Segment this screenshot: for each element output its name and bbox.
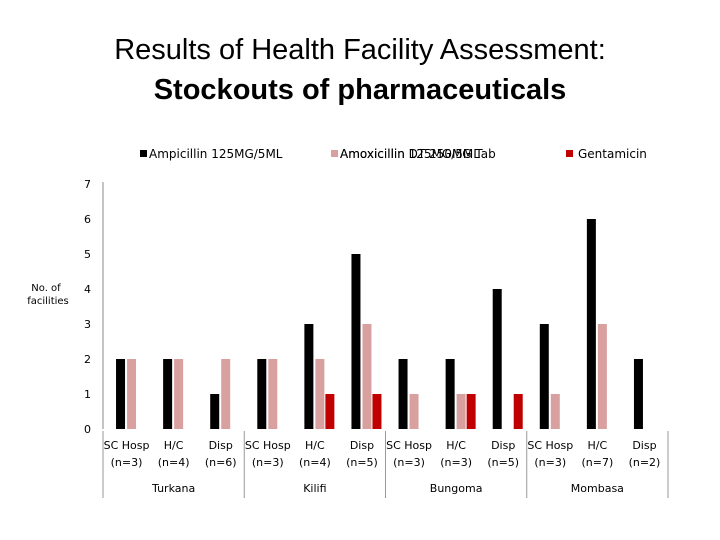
bar-amoxicillin xyxy=(362,324,372,429)
bar-ampicillin xyxy=(492,289,502,429)
bar-gentamicin xyxy=(513,394,523,429)
x-group-label: Mombasa xyxy=(571,482,624,495)
x-category-label: Disp xyxy=(491,439,515,452)
y-tick-label: 5 xyxy=(84,248,91,261)
bar-ampicillin xyxy=(398,359,408,429)
x-category-n-label: (n=4) xyxy=(299,456,331,469)
bar-amoxicillin xyxy=(550,394,560,429)
legend-label: Ampicillin 125MG/5ML xyxy=(149,147,283,161)
chart-title: Results of Health Facility Assessment: S… xyxy=(0,30,720,110)
x-category-n-label: (n=3) xyxy=(440,456,472,469)
y-tick-label: 2 xyxy=(84,353,91,366)
x-category-n-label: (n=3) xyxy=(111,456,143,469)
x-category-label: Disp xyxy=(209,439,233,452)
x-group-label: Kilifi xyxy=(303,482,326,495)
bar-amoxicillin xyxy=(127,359,137,429)
x-category-n-label: (n=6) xyxy=(205,456,237,469)
x-group-label: Bungoma xyxy=(430,482,483,495)
x-category-label: H/C xyxy=(305,439,325,452)
legend-swatch xyxy=(331,150,338,157)
x-category-n-label: (n=7) xyxy=(581,456,613,469)
bar-ampicillin xyxy=(351,254,361,429)
y-tick-label: 1 xyxy=(84,388,91,401)
bar-amoxicillin xyxy=(597,324,607,429)
bar-ampicillin xyxy=(633,359,643,429)
x-category-label: SC Hosp xyxy=(245,439,291,452)
bar-amoxicillin xyxy=(268,359,278,429)
x-category-label: Disp xyxy=(350,439,374,452)
x-category-label: Disp xyxy=(632,439,656,452)
bar-ampicillin xyxy=(210,394,220,429)
chart-title-line1: Results of Health Facility Assessment: xyxy=(114,34,606,66)
x-category-n-label: (n=3) xyxy=(534,456,566,469)
bar-ampicillin xyxy=(539,324,549,429)
y-tick-label: 6 xyxy=(84,213,91,226)
bar-amoxicillin xyxy=(456,394,466,429)
bar-amoxicillin xyxy=(174,359,184,429)
bar-ampicillin xyxy=(586,219,596,429)
bar-amoxicillin xyxy=(221,359,231,429)
bar-ampicillin xyxy=(304,324,314,429)
x-category-label: H/C xyxy=(446,439,466,452)
bar-gentamicin xyxy=(325,394,335,429)
bar-gentamicin xyxy=(372,394,382,429)
bar-amoxicillin xyxy=(409,394,419,429)
x-category-n-label: (n=5) xyxy=(346,456,378,469)
x-category-label: SC Hosp xyxy=(104,439,150,452)
x-category-label: H/C xyxy=(164,439,184,452)
bar-gentamicin xyxy=(466,394,476,429)
legend-label-overlap: Amoxicillin DT 250MG Tab xyxy=(340,147,496,161)
bar-ampicillin xyxy=(163,359,173,429)
legend-swatch xyxy=(140,150,147,157)
legend-swatch xyxy=(566,150,573,157)
chart-title-line2: Stockouts of pharmaceuticals xyxy=(153,74,567,106)
x-category-label: H/C xyxy=(588,439,608,452)
x-category-label: SC Hosp xyxy=(527,439,573,452)
x-category-label: SC Hosp xyxy=(386,439,432,452)
y-tick-label: 7 xyxy=(84,178,91,191)
x-category-n-label: (n=3) xyxy=(393,456,425,469)
bar-ampicillin xyxy=(445,359,455,429)
y-tick-label: 0 xyxy=(84,423,91,436)
x-category-n-label: (n=2) xyxy=(629,456,661,469)
y-axis-label-line2: facilities xyxy=(27,296,69,307)
bar-ampicillin xyxy=(257,359,267,429)
x-category-n-label: (n=5) xyxy=(487,456,519,469)
x-group-label: Turkana xyxy=(151,482,195,495)
x-category-n-label: (n=3) xyxy=(252,456,284,469)
y-tick-label: 3 xyxy=(84,318,91,331)
legend-label: Amoxicillin 125MG/5ML xyxy=(340,147,480,161)
y-tick-label: 4 xyxy=(84,283,91,296)
bar-ampicillin xyxy=(116,359,126,429)
bar-amoxicillin xyxy=(315,359,325,429)
y-axis-label-line1: No. of xyxy=(31,283,61,294)
legend-label: Gentamicin xyxy=(578,147,647,161)
x-category-n-label: (n=4) xyxy=(158,456,190,469)
